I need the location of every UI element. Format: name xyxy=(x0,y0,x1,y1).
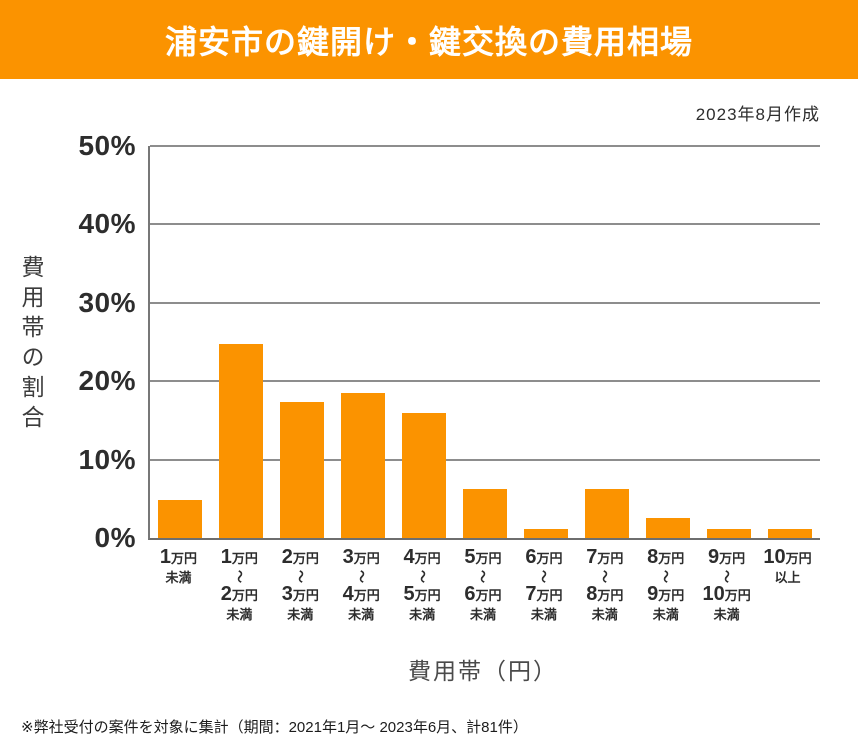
bar xyxy=(584,489,629,538)
gridline xyxy=(150,301,820,304)
bars xyxy=(150,146,820,538)
bar xyxy=(706,528,751,538)
gridline xyxy=(150,458,820,461)
bar-slot xyxy=(272,146,333,538)
x-category-label: 6万円〜 7万円 未満 xyxy=(525,546,563,622)
page-title: 浦安市の鍵開け・鍵交換の費用相場 xyxy=(164,23,693,60)
x-category-label: 8万円〜 9万円 未満 xyxy=(647,546,685,622)
bar-slot xyxy=(576,146,637,538)
x-category-label: 4万円〜 5万円 未満 xyxy=(403,546,441,622)
x-axis-title: 費用帯（円） xyxy=(408,658,558,684)
gridline xyxy=(150,380,820,383)
gridline xyxy=(150,145,820,147)
y-tick-label: 20% xyxy=(78,365,136,397)
y-tick-label: 40% xyxy=(78,208,136,240)
title-banner: 浦安市の鍵開け・鍵交換の費用相場 xyxy=(0,0,858,79)
bar-slot xyxy=(759,146,820,538)
bar-slot xyxy=(515,146,576,538)
bar xyxy=(280,402,325,538)
bar-slot xyxy=(150,146,211,538)
x-category-label: 10万円 以上 xyxy=(763,546,812,585)
gridline xyxy=(150,223,820,226)
y-tick-label: 50% xyxy=(78,130,136,161)
plot-area xyxy=(148,145,820,540)
bar xyxy=(402,412,447,538)
y-tick-label: 0% xyxy=(94,522,136,553)
bar xyxy=(462,489,507,538)
y-axis-ticks: 50% 40% 30% 20% 10% 0% xyxy=(0,130,140,553)
x-category-label: 1万円 未満 xyxy=(159,546,198,585)
bar-slot xyxy=(211,146,272,538)
bar xyxy=(767,528,812,538)
x-category-label: 1万円〜 2万円 未満 xyxy=(220,546,258,622)
footnote: ※弊社受付の案件を対象に集計（期間：2021年1月～ 2023年6月、計81件） xyxy=(21,719,528,736)
x-category-label: 3万円〜 4万円 未満 xyxy=(342,546,380,622)
bar xyxy=(645,518,690,538)
bar xyxy=(341,392,386,538)
y-axis-title: 費用帯の割合 xyxy=(18,255,44,435)
bar-slot xyxy=(637,146,698,538)
bar xyxy=(158,499,203,538)
creation-date: 2023年8月作成 xyxy=(695,105,820,124)
x-category-label: 5万円〜 6万円 未満 xyxy=(464,546,502,622)
x-category-label: 7万円〜 8万円 未満 xyxy=(586,546,624,622)
x-labels: 1万円 未満 1万円〜 2万円 未満 2万円〜 3万円 未満 3万円〜 4万円 未満 4万円〜 5万円未… xyxy=(148,546,818,623)
x-category-label: 9万円〜 10万円 未満 xyxy=(702,546,751,622)
bar xyxy=(523,528,568,538)
bar xyxy=(219,344,264,538)
y-tick-label: 10% xyxy=(78,443,136,475)
bar-slot xyxy=(455,146,516,538)
y-tick-label: 30% xyxy=(78,286,136,318)
bar-slot xyxy=(698,146,759,538)
x-category-label: 2万円〜 3万円 未満 xyxy=(281,546,319,622)
bar-slot xyxy=(333,146,394,538)
bar-slot xyxy=(394,146,455,538)
